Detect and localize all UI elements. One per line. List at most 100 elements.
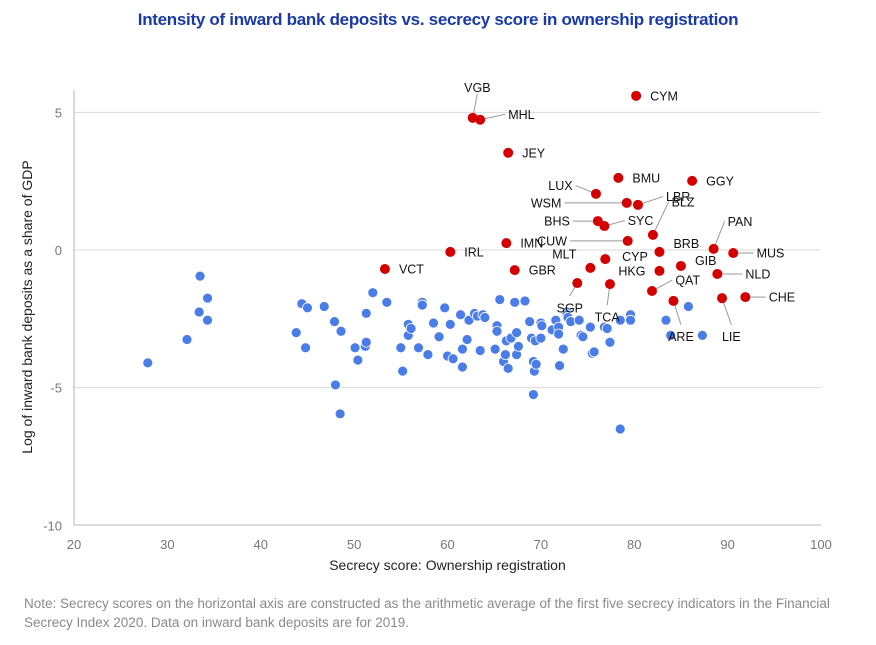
data-point <box>553 328 565 340</box>
data-point <box>367 287 379 299</box>
y-tick-label: -5 <box>50 381 62 396</box>
data-point <box>360 336 372 348</box>
data-point <box>502 362 514 374</box>
point-label: IMN <box>520 237 543 251</box>
point-label: CUW <box>537 234 567 248</box>
footnote: Note: Secrecy scores on the horizontal a… <box>24 596 830 630</box>
labeled-point-lbr <box>632 199 643 210</box>
labeled-point-gib <box>675 260 686 271</box>
point-label: SYC <box>628 214 654 228</box>
point-label: GBR <box>529 264 556 278</box>
data-point <box>660 314 672 326</box>
data-point <box>509 296 521 308</box>
data-point <box>335 325 347 337</box>
x-tick-label: 30 <box>160 537 174 552</box>
point-label: IRL <box>464 245 484 259</box>
labeled-point-irl <box>445 246 456 257</box>
x-tick-label: 40 <box>254 537 268 552</box>
data-point <box>439 302 451 314</box>
other-points <box>142 270 708 435</box>
data-point <box>194 270 206 282</box>
data-point <box>554 360 565 372</box>
labeled-point-lux <box>590 188 601 199</box>
point-label: GGY <box>706 174 734 188</box>
y-tick-label: 0 <box>55 243 62 258</box>
point-label: BLZ <box>672 195 695 209</box>
data-point <box>329 316 340 327</box>
data-point <box>395 342 407 354</box>
data-point <box>530 358 542 370</box>
point-label: NLD <box>745 267 770 281</box>
point-label: PAN <box>728 215 753 229</box>
point-label: LIE <box>722 330 741 344</box>
labeled-point-cyp <box>600 254 611 265</box>
labeled-points <box>379 90 751 306</box>
data-point <box>433 331 445 343</box>
data-point <box>588 346 600 358</box>
labeled-point-bmu <box>613 172 624 183</box>
labeled-point-ggy <box>687 175 698 186</box>
x-tick-label: 70 <box>534 537 548 552</box>
labeled-point-imn <box>501 238 512 249</box>
data-point <box>573 314 585 326</box>
labeled-point-gbr <box>509 265 520 276</box>
data-point <box>461 334 473 345</box>
data-point <box>381 296 393 308</box>
labeled-point-mus <box>728 248 739 259</box>
data-point <box>584 321 596 333</box>
x-tick-label: 80 <box>627 537 641 552</box>
labeled-point-are <box>668 295 679 306</box>
point-label: QAT <box>675 274 700 288</box>
point-label: MHL <box>508 108 534 122</box>
data-point <box>489 343 501 355</box>
labeled-point-tca <box>604 279 615 290</box>
y-tick-label: 5 <box>55 105 62 120</box>
data-point <box>290 327 302 339</box>
labeled-point-cuw <box>622 235 633 246</box>
x-tick-label: 20 <box>67 537 81 552</box>
data-point <box>405 323 417 334</box>
data-point <box>352 354 364 366</box>
data-point <box>494 294 506 305</box>
data-point <box>683 301 694 312</box>
labeled-point-blz <box>647 229 658 240</box>
data-point <box>397 365 409 377</box>
point-label: TCA <box>595 311 621 325</box>
data-point <box>528 389 539 400</box>
labeled-point-wsm <box>621 197 632 208</box>
data-point <box>697 329 708 341</box>
y-axis-title: Log of inward bank deposits as a share o… <box>19 160 35 453</box>
data-point <box>302 302 313 314</box>
labeled-point-vct <box>379 263 390 274</box>
point-label: MUS <box>757 247 785 261</box>
data-point <box>457 361 468 373</box>
data-point <box>577 331 589 343</box>
data-point <box>181 334 193 345</box>
data-point <box>193 306 205 318</box>
point-label: VCT <box>399 262 424 276</box>
point-label: SGP <box>557 301 583 315</box>
data-point <box>511 327 522 339</box>
point-label: HKG <box>618 264 645 278</box>
data-point <box>604 336 616 348</box>
labeled-point-jey <box>503 147 514 158</box>
data-point <box>519 295 531 307</box>
data-point <box>360 307 372 319</box>
data-point <box>614 423 626 435</box>
labeled-point-che <box>740 292 751 303</box>
data-point <box>474 345 486 356</box>
data-point <box>536 320 548 332</box>
x-tick-label: 60 <box>440 537 454 552</box>
point-label: MLT <box>552 248 576 262</box>
x-tick-label: 90 <box>720 537 734 552</box>
labeled-point-syc <box>599 221 610 232</box>
point-label: BRB <box>673 237 699 251</box>
data-point <box>447 353 459 365</box>
point-label: BHS <box>544 215 570 229</box>
point-label: BMU <box>632 171 660 185</box>
data-point <box>513 340 524 352</box>
data-point <box>416 299 428 311</box>
